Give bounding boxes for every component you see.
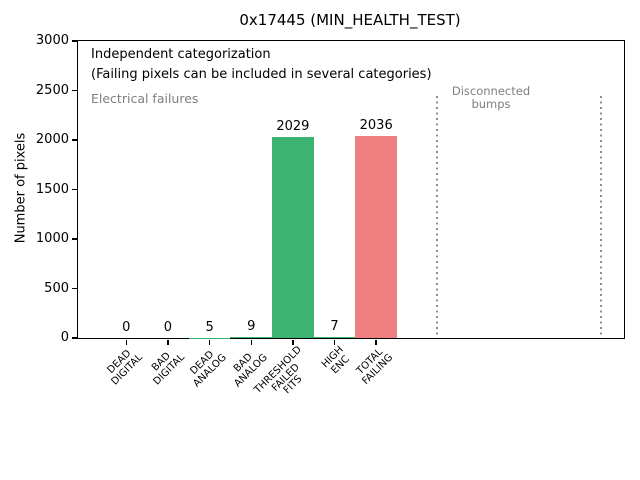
x-tick bbox=[208, 339, 211, 345]
x-tick-label: HIGH ENC bbox=[319, 344, 352, 376]
x-tick bbox=[250, 339, 252, 345]
bar-threshold-failed-fits bbox=[272, 137, 314, 338]
x-tick-label: DEAD DIGITAL bbox=[105, 348, 145, 388]
y-tick-label: 2500 bbox=[35, 82, 69, 98]
x-tick-label: DEAD ANALOG bbox=[187, 349, 229, 390]
y-tick-label: 1000 bbox=[35, 231, 69, 246]
y-tick bbox=[72, 337, 78, 339]
bar-value-label: 5 bbox=[205, 319, 214, 335]
y-tick-label: 3000 bbox=[35, 33, 69, 48]
bar-total-failing bbox=[355, 136, 398, 338]
x-tick-label: BAD DIGITAL bbox=[149, 350, 187, 388]
disconnected-region-end-line bbox=[600, 96, 602, 338]
x-tick bbox=[292, 339, 294, 345]
disconnected-region-start-line bbox=[436, 96, 438, 338]
y-tick bbox=[72, 287, 78, 290]
y-tick bbox=[72, 40, 78, 42]
bar-value-label: 0 bbox=[163, 320, 173, 335]
y-tick-label: 2000 bbox=[35, 132, 69, 147]
y-tick bbox=[72, 188, 78, 191]
y-tick-label: 0 bbox=[60, 330, 69, 345]
y-tick-label: 500 bbox=[44, 280, 69, 296]
x-tick bbox=[375, 339, 377, 345]
bar-high-enc bbox=[313, 337, 356, 338]
bar-value-label: 2036 bbox=[359, 118, 393, 134]
x-tick bbox=[167, 339, 169, 345]
y-tick bbox=[72, 89, 78, 92]
y-tick bbox=[72, 238, 78, 240]
annotation-failing-note: (Failing pixels can be included in sever… bbox=[91, 67, 432, 82]
annotation-disconnected-bumps: Disconnected bumps bbox=[451, 84, 531, 111]
bar-bad-analog bbox=[230, 337, 273, 338]
annotation-electrical-failures: Electrical failures bbox=[91, 91, 199, 106]
x-tick bbox=[125, 339, 128, 345]
bar-value-label: 7 bbox=[330, 319, 339, 335]
x-tick bbox=[333, 339, 336, 345]
annotation-independent-categorization: Independent categorization bbox=[91, 47, 271, 62]
chart-title: 0x17445 (MIN_HEALTH_TEST) bbox=[239, 11, 461, 29]
bar-value-label: 2029 bbox=[276, 119, 310, 135]
y-tick-label: 1500 bbox=[35, 181, 69, 197]
bar-value-label: 0 bbox=[122, 320, 131, 335]
bar-value-label: 9 bbox=[247, 319, 256, 335]
y-tick bbox=[72, 139, 78, 141]
x-tick-label: TOTAL FAILING bbox=[354, 346, 395, 387]
plot-area: Independent categorization (Failing pixe… bbox=[36, 33, 625, 396]
